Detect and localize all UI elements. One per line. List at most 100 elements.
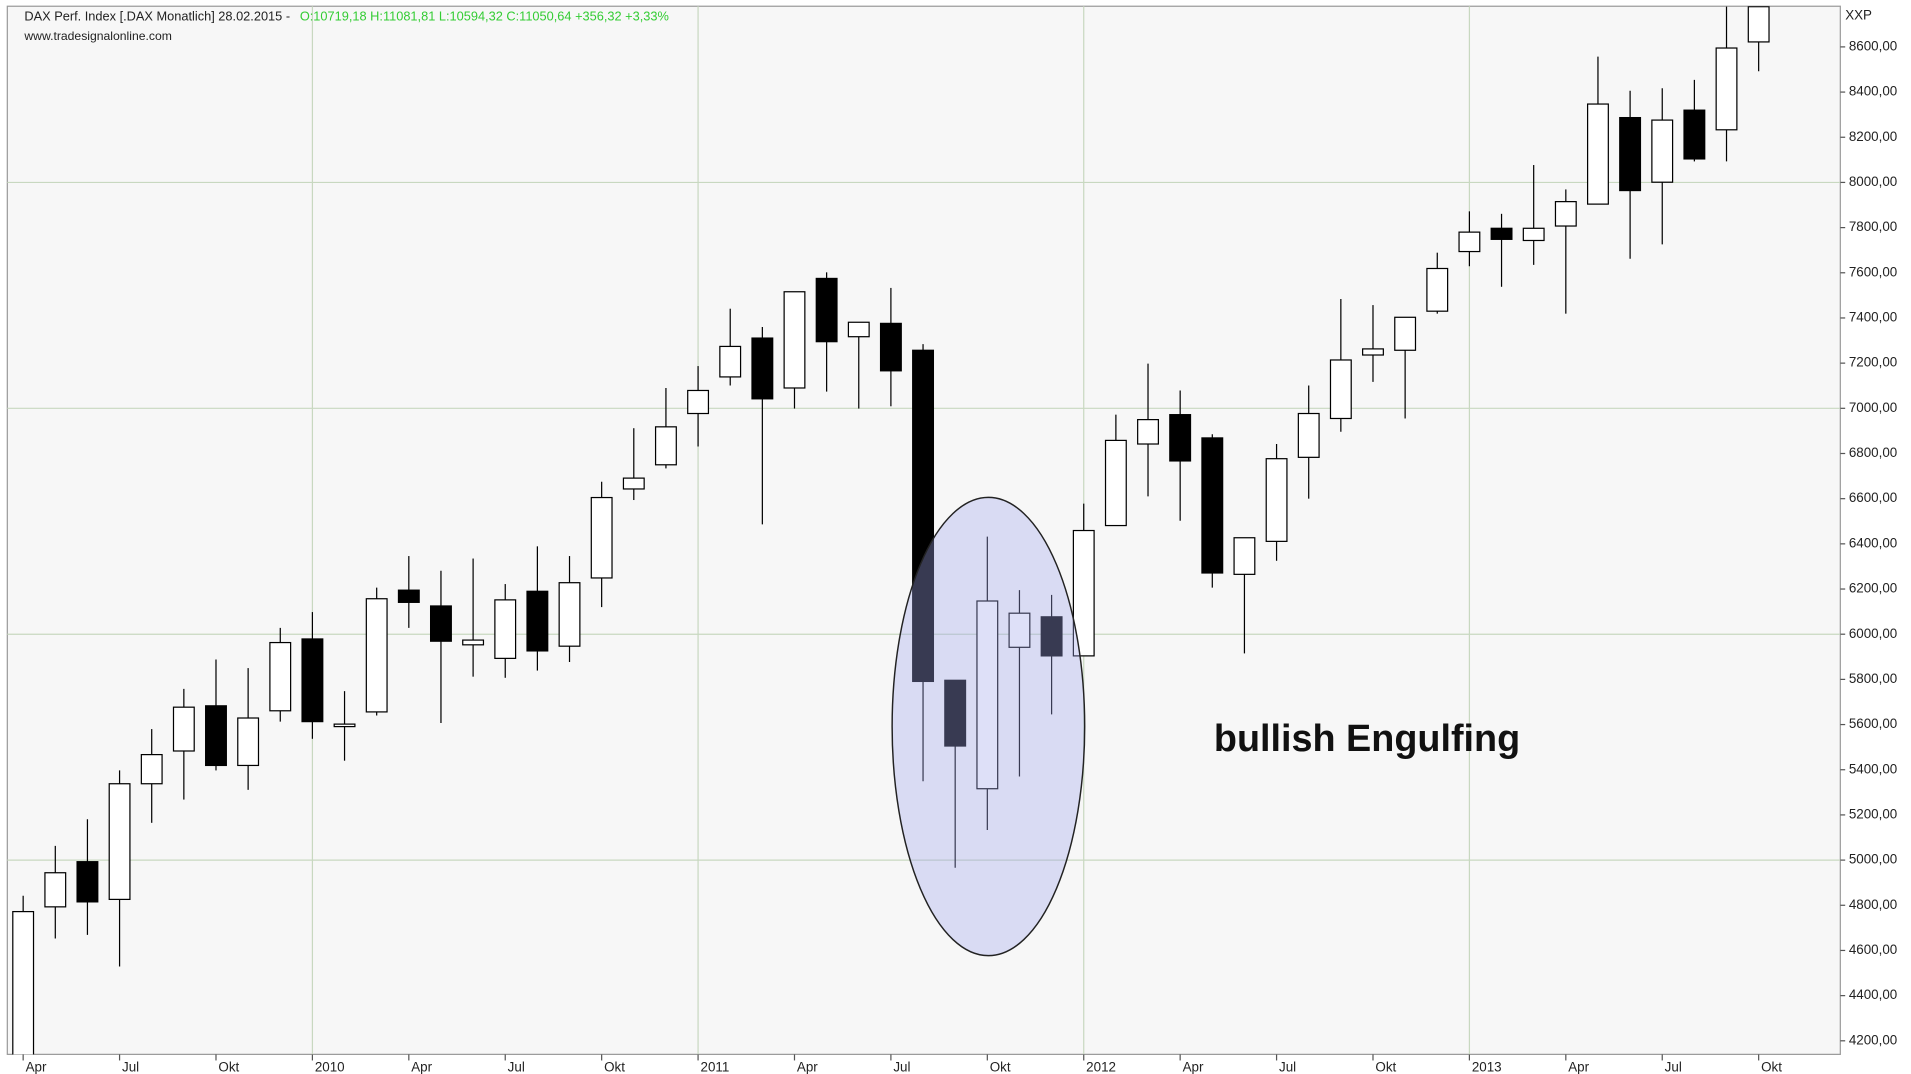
candle-body <box>1329 359 1352 420</box>
candle-body <box>1522 227 1545 242</box>
candle-body <box>879 322 902 372</box>
candle-body <box>719 345 742 378</box>
y-tick-label: 8200,00 <box>1849 129 1897 144</box>
y-tick-label: 8000,00 <box>1849 174 1897 189</box>
y-tick-label: 6600,00 <box>1849 490 1897 505</box>
y-tick-label: 8400,00 <box>1849 84 1897 99</box>
y-tick-label: 4800,00 <box>1849 897 1897 912</box>
x-tick-label: 2013 <box>1472 1059 1502 1074</box>
annotation: bullish Engulfing <box>1214 718 1520 760</box>
candle-body <box>1554 201 1577 227</box>
candle-body <box>944 679 967 747</box>
candle-body <box>205 705 227 767</box>
candle-body <box>783 291 806 389</box>
y-tick-label: 5000,00 <box>1849 852 1897 867</box>
x-tick-label: Apr <box>1183 1059 1204 1074</box>
x-tick-label: Jul <box>508 1059 525 1074</box>
candle-body <box>172 706 195 752</box>
source: www.tradesignalonline.com <box>23 29 172 43</box>
candle-body <box>590 496 613 579</box>
candle-body <box>526 590 549 652</box>
candle-body <box>1490 227 1513 240</box>
y-tick-label: 6800,00 <box>1849 445 1897 460</box>
y-tick-label: 6000,00 <box>1849 626 1897 641</box>
y-tick-label: 8600,00 <box>1849 38 1897 53</box>
y-tick-label: 4200,00 <box>1849 1032 1897 1047</box>
candle-body <box>494 599 517 659</box>
y-tick-label: 4400,00 <box>1849 987 1897 1002</box>
x-tick-label: 2010 <box>315 1059 345 1074</box>
x-tick-label: Apr <box>797 1059 818 1074</box>
candle-body <box>1265 458 1288 542</box>
x-tick-label: Okt <box>1375 1059 1396 1074</box>
candle-body <box>269 641 292 712</box>
candle-body <box>462 639 485 646</box>
candle-body <box>1362 348 1384 356</box>
candle-body <box>1458 231 1481 253</box>
candle-body <box>429 605 452 642</box>
candle-body <box>365 598 388 713</box>
y-tick-label: 5800,00 <box>1849 671 1897 686</box>
y-tick-label: 7600,00 <box>1849 264 1897 279</box>
x-tick-label: 2011 <box>701 1059 730 1074</box>
candle-body <box>1715 47 1738 131</box>
candle-body <box>815 277 838 343</box>
candle-body <box>1683 109 1706 160</box>
x-tick-label: Jul <box>893 1059 910 1074</box>
candle-body <box>622 477 645 490</box>
candle-body <box>333 723 356 728</box>
candle-body <box>1072 529 1095 657</box>
candle-body <box>1137 419 1159 445</box>
candle-body <box>751 337 774 400</box>
x-tick-label: Jul <box>1279 1059 1296 1074</box>
x-tick-label: Okt <box>218 1059 239 1074</box>
candle-body <box>140 753 163 785</box>
candle-body <box>654 426 677 466</box>
highlight-ellipse <box>891 496 1086 957</box>
candle-body <box>1651 119 1674 183</box>
candle-body <box>687 389 710 415</box>
y-tick-label: 7000,00 <box>1849 400 1897 415</box>
x-tick-label: Okt <box>990 1059 1011 1074</box>
y-tick-label: 7400,00 <box>1849 310 1897 325</box>
candle-body <box>558 582 581 647</box>
candle-body <box>1040 616 1063 657</box>
candle-body <box>44 872 67 908</box>
x-tick-label: 2012 <box>1086 1059 1116 1074</box>
candle-body <box>847 321 870 338</box>
x-tick-label: Okt <box>1761 1059 1782 1074</box>
y-tick-label: 7800,00 <box>1849 219 1897 234</box>
candle-body <box>1586 103 1609 205</box>
x-tick-label: Jul <box>1665 1059 1682 1074</box>
candle-body <box>976 600 999 790</box>
y-tick-label: 4600,00 <box>1849 942 1897 957</box>
y-tick-label: 6400,00 <box>1849 535 1897 550</box>
candle-body <box>1201 437 1224 574</box>
candle-body <box>76 861 99 903</box>
candle-body <box>1394 316 1417 351</box>
candle-body <box>1426 267 1449 312</box>
candle-body <box>1619 116 1642 192</box>
symbol-label: XXP <box>1845 8 1872 23</box>
candles <box>12 6 1770 1055</box>
candle-body <box>108 783 131 901</box>
candle-body <box>397 589 420 603</box>
candle-body <box>237 717 260 767</box>
candle-body <box>1297 412 1320 458</box>
x-tick-label: Apr <box>26 1059 47 1074</box>
y-tick-label: 5600,00 <box>1849 716 1897 731</box>
axis: 4200,00 4400,00 4600,00 4800,00 5000,00 5200,… <box>22 38 1897 1074</box>
x-tick-label: Jul <box>122 1059 139 1074</box>
candle-body <box>1747 6 1770 43</box>
candle-body <box>1169 414 1192 462</box>
x-tick-label: Apr <box>1568 1059 1589 1074</box>
candle-body <box>301 638 324 723</box>
x-tick-label: Okt <box>604 1059 625 1074</box>
chart-title: DAX Perf. Index [.DAX Monatlich] 28.02.2… <box>24 9 290 24</box>
candle-body <box>12 910 35 1055</box>
x-tick-label: Apr <box>411 1059 432 1074</box>
candle-body <box>1104 439 1127 527</box>
y-tick-label: 5200,00 <box>1849 806 1897 821</box>
quote: O:10719,18 H:11081,81 L:10594,32 C:11050… <box>300 9 669 24</box>
